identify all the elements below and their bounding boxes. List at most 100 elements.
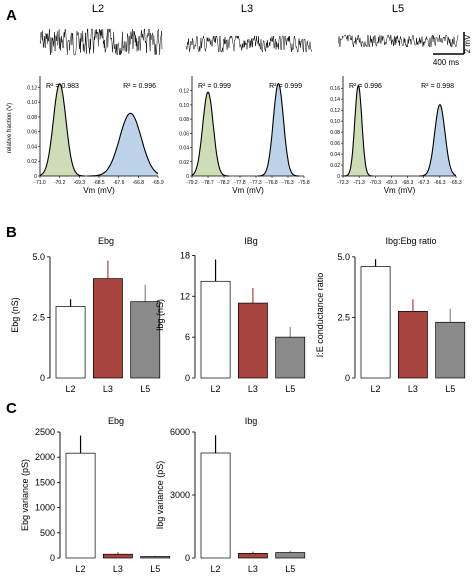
excitatory-gaussian-fit (191, 91, 230, 177)
histogram-x-tick-label: -70.3 (370, 180, 382, 186)
histogram-x-tick-label: -67.3 (418, 180, 430, 186)
excitatory-gaussian-fit (343, 84, 373, 177)
bar-category-label: L5 (285, 564, 295, 574)
histogram-y-tick-label: 0.04 (179, 146, 189, 152)
histogram-y-tick-label: 0.10 (27, 100, 37, 106)
bar-chart-y-tick-label: 2000 (35, 452, 55, 462)
histogram-y-tick-label: 0.08 (27, 115, 37, 121)
histogram-L3: 0 0.02 0.04 0.06 0.08 0.10 0.12 -79.2 -78.7 -78.2… (179, 76, 310, 195)
bar-L5 (275, 336, 306, 379)
histogram-x-tick-label: -77.8 (234, 180, 246, 186)
bar-chart-y-tick-label: 12 (180, 291, 190, 301)
inhibitory-histogram-fill (87, 113, 158, 176)
bar-category-label: L2 (211, 384, 221, 394)
r2-right-label: R² = 0.998 (421, 83, 454, 90)
scale-bar-voltage-label: 2 mV (463, 34, 472, 53)
bar-chart-y-tick-label: 2500 (35, 427, 55, 437)
bar-L3 (102, 553, 133, 559)
histogram-x-tick-label: -72.3 (337, 180, 349, 186)
histogram-x-label: Vm (mV) (83, 186, 115, 195)
histogram-y-tick-label: 0.10 (330, 119, 340, 125)
histogram-y-tick-label: 0.04 (330, 152, 340, 158)
bar-chart-y-tick-label: 0 (345, 373, 350, 383)
histogram-x-tick-label: -78.7 (202, 180, 214, 186)
bar-chart-y-tick-label: 5.0 (32, 252, 45, 262)
inhibitory-histogram-fill (419, 104, 456, 176)
r2-left-label: R² = 0.999 (198, 83, 231, 90)
inhibitory-gaussian-fit (87, 112, 159, 177)
histogram-x-tick-label: -79.2 (186, 180, 198, 186)
histogram-x-label: Vm (mV) (384, 186, 416, 195)
histogram-x-tick-label: -71.0 (34, 180, 46, 186)
inhibitory-gaussian-fit (257, 82, 299, 177)
bar-chart-title: IBg (244, 236, 258, 246)
bar-L3 (237, 302, 268, 379)
excitatory-gaussian-fit (39, 83, 85, 177)
histogram-y-tick-label: 0.08 (179, 117, 189, 123)
bar-chart-y-tick-label: 0 (185, 553, 190, 563)
histogram-y-tick-label: 0.06 (27, 130, 37, 136)
histogram-y-tick-label: 0.02 (179, 160, 189, 166)
scale-bar-time-label: 400 ms (433, 58, 459, 67)
bar-category-label: L2 (371, 384, 381, 394)
r2-right-label: R² = 0.996 (123, 83, 156, 90)
bar-L3 (237, 553, 268, 559)
bar-L2 (360, 266, 391, 379)
bar-chart-title: Ibg:Ebg ratio (385, 236, 436, 246)
r2-right-label: R² = 0.999 (269, 83, 302, 90)
histogram-y-tick-label: 0.16 (330, 86, 340, 92)
bar-category-label: L5 (445, 384, 455, 394)
histogram-x-tick-label: -65.9 (152, 180, 164, 186)
histogram-y-tick-label: 0 (186, 174, 189, 180)
bar-chart-y-tick-label: 0 (185, 373, 190, 383)
trace-layer-label: L3 (241, 3, 253, 15)
vm-histograms: 0 0.02 0.04 0.06 0.08 0.10 0.12 -71.0 -70.2 -69.3… (7, 76, 462, 195)
bar-chart-y-tick-label: 0 (50, 553, 55, 563)
bar-chart-title: Ebg (108, 416, 124, 426)
panel-label-a: A (6, 7, 17, 24)
histogram-L5: 0 0.02 0.04 0.06 0.08 0.10 0.12 0.14 0.16 -72.3 -7… (330, 76, 462, 195)
histogram-x-tick-label: -75.8 (298, 180, 310, 186)
bar-chart-y-tick-label: 6000 (170, 427, 190, 437)
histogram-y-tick-label: 0 (34, 174, 37, 180)
bar-category-label: L5 (150, 564, 160, 574)
excitatory-histogram-fill (344, 85, 373, 176)
bar-chart-B-2: Ibg:Ebg ratio 0 2.5 5.0 I:E conductance rati… (315, 236, 466, 394)
histogram-x-tick-label: -70.2 (54, 180, 66, 186)
bar-chart-C-4: Ibg 0 3000 6000 Ibg variance (pS) L2 L3 L5 (155, 416, 306, 574)
histogram-x-tick-label: -76.3 (282, 180, 294, 186)
bar-category-label: L2 (66, 384, 76, 394)
inhibitory-histogram-fill (257, 83, 299, 176)
bar-L5 (435, 321, 466, 379)
bar-chart-y-tick-label: 0 (40, 373, 45, 383)
histogram-y-tick-label: 0.08 (330, 130, 340, 136)
bar-chart-y-tick-label: 18 (180, 250, 190, 260)
voltage-trace-L5 (337, 34, 459, 48)
bar-chart-y-label: I:E conductance ratio (315, 273, 325, 358)
trace-layer-label: L5 (392, 3, 404, 15)
bar-category-label: L5 (285, 384, 295, 394)
bar-category-label: L3 (113, 564, 123, 574)
inhibitory-gaussian-fit (419, 104, 457, 177)
histogram-y-tick-label: 0.04 (27, 144, 37, 150)
bar-category-label: L3 (248, 564, 258, 574)
histogram-y-tick-label: 0.12 (27, 85, 37, 91)
bar-chart-B-1: IBg 0 6 12 18 Ibg (nS) L2 L3 L5 (155, 236, 306, 394)
histogram-y-tick-label: 0.02 (27, 159, 37, 165)
bar-L3 (397, 311, 428, 379)
bar-chart-y-label: Ebg (nS) (10, 297, 20, 333)
histogram-x-tick-label: -76.8 (266, 180, 278, 186)
histogram-y-tick-label: 0.06 (330, 141, 340, 147)
bar-category-label: L3 (103, 384, 113, 394)
r2-left-label: R² = 0.996 (349, 83, 382, 90)
histogram-x-label: Vm (mV) (232, 186, 264, 195)
histogram-x-tick-label: -77.3 (250, 180, 262, 186)
histogram-y-tick-label: 0.02 (330, 163, 340, 169)
scale-bar: 2 mV 400 ms (433, 32, 472, 67)
histogram-x-tick-label: -69.3 (386, 180, 398, 186)
bar-chart-C-3: Ebg 0 500 1000 1500 2000 2500 Ebg variance (pS)… (20, 416, 171, 574)
histogram-x-tick-label: -66.3 (434, 180, 446, 186)
r2-left-label: R² = 0.983 (46, 83, 79, 90)
bar-chart-y-tick-label: 1000 (35, 503, 55, 513)
histogram-y-tick-label: 0.12 (330, 108, 340, 114)
